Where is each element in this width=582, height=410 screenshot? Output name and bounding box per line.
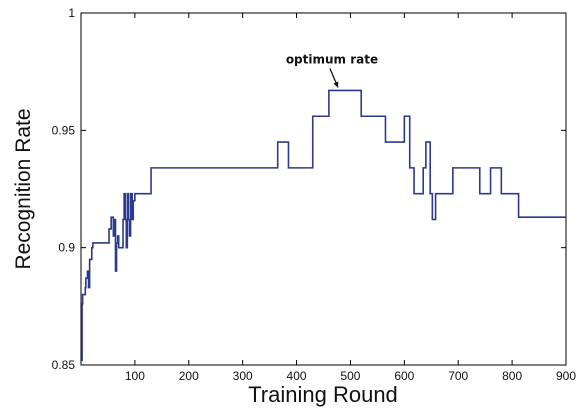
y-tick-label: 0.95 [52, 123, 76, 137]
x-axis-label: Training Round [248, 382, 398, 407]
annotations: optimum rate [286, 52, 378, 88]
plot-area [80, 12, 567, 366]
annotation-arrowhead [333, 81, 339, 88]
y-tick-label: 0.9 [58, 241, 75, 255]
y-axis-label: Recognition Rate [12, 108, 35, 269]
y-tick-label: 1 [68, 6, 75, 20]
x-tick-label: 200 [179, 369, 199, 383]
y-axis-ticks: 0.85 0.9 0.95 1 [52, 6, 566, 372]
x-tick-label: 400 [287, 369, 307, 383]
recognition-rate-line [81, 89, 566, 362]
x-axis-ticks: 100 200 300 400 500 600 700 800 900 [125, 13, 576, 383]
annotation-label: optimum rate [286, 52, 378, 66]
x-tick-label: 800 [502, 369, 522, 383]
x-tick-label: 600 [394, 369, 414, 383]
x-tick-label: 100 [125, 369, 145, 383]
x-tick-label: 500 [340, 369, 360, 383]
y-tick-label: 0.85 [52, 358, 76, 372]
x-tick-label: 900 [556, 369, 576, 383]
x-tick-label: 700 [448, 369, 468, 383]
x-tick-label: 300 [233, 369, 253, 383]
